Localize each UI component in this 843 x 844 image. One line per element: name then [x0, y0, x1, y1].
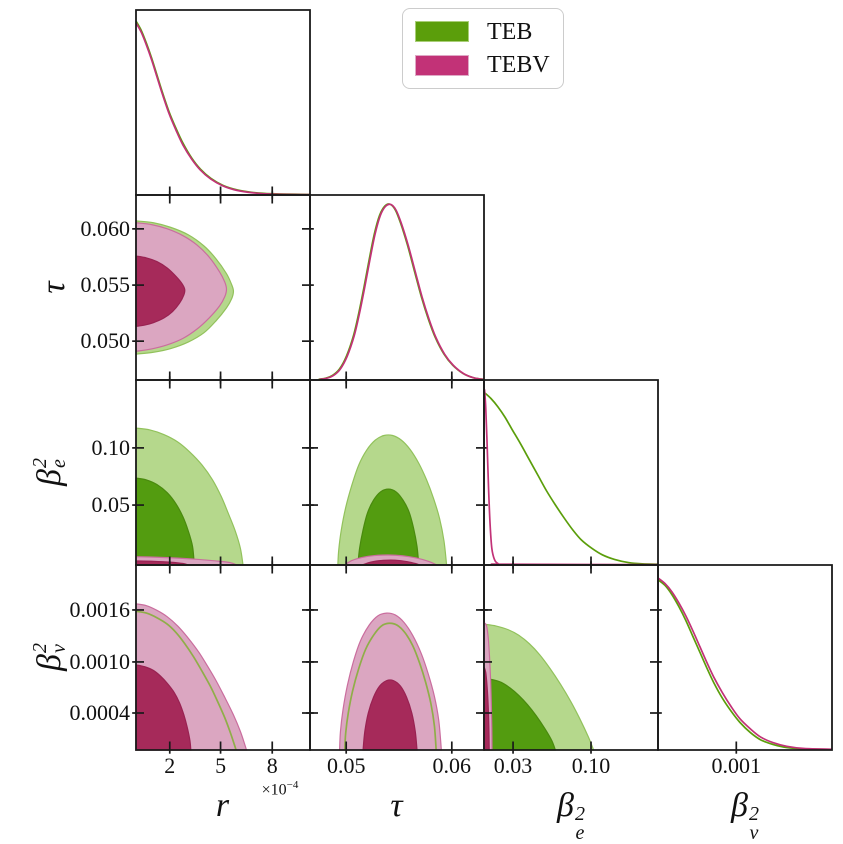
panel-tau-bv2: [310, 565, 484, 750]
legend-swatch-teb: [415, 21, 469, 43]
x-label-be2-sup: 2: [574, 803, 585, 825]
legend-label-teb: TEB: [487, 18, 533, 45]
y-tick-label: 0.05: [91, 492, 131, 518]
panel-diag-r: [136, 10, 310, 195]
legend-swatch-tebv: [415, 54, 469, 76]
y-tick-label: 0.060: [80, 215, 131, 241]
panel-diag-tau: [310, 195, 484, 380]
legend-item-teb: TEB: [403, 19, 563, 45]
r-axis-offset-text: ×10−4: [240, 776, 320, 799]
x-label-tau-base: τ: [390, 787, 403, 824]
y-label-be2-base: β: [31, 469, 68, 486]
offset-mantissa: ×10: [261, 781, 287, 799]
panel-diag-bv2: [658, 565, 832, 750]
x-label-bv2-sub: v: [749, 822, 759, 844]
x-label-r-base: r: [215, 787, 230, 824]
x-tick-label: 0.03: [493, 753, 533, 778]
panel-r-bv2: [136, 565, 310, 750]
x-axis-label-r: r: [153, 786, 293, 826]
x-label-be2-sub: e: [575, 822, 585, 844]
x-tick-label: 8: [266, 753, 278, 778]
legend-item-tebv: TEBV: [403, 52, 563, 78]
panel-tau-be2: [310, 380, 484, 565]
x-tick-label: 0.10: [571, 753, 611, 778]
legend: TEB TEBV: [402, 8, 564, 89]
panel-r-be2: [136, 380, 310, 565]
x-axis-label-tau: τ: [327, 786, 467, 826]
y-tick-label: 0.055: [80, 272, 131, 298]
y-tick-label: 0.050: [80, 328, 131, 354]
offset-exponent: −4: [286, 779, 299, 791]
y-tick-label: 0.10: [91, 434, 131, 460]
x-label-be2-base: β: [557, 787, 574, 824]
legend-label-tebv: TEBV: [487, 52, 550, 79]
x-tick-label: 0.06: [432, 753, 472, 778]
panel-be2-bv2: [484, 565, 658, 750]
panel-diag-be2: [484, 380, 658, 565]
x-label-bv2-sup: 2: [748, 803, 759, 825]
x-tick-label: 0.05: [326, 753, 366, 778]
x-tick-label: 0.001: [711, 753, 762, 778]
y-tick-label: 0.0004: [69, 700, 131, 725]
panel-r-tau: [136, 195, 310, 380]
x-tick-label: 2: [164, 753, 176, 778]
y-tick-label: 0.0016: [69, 596, 131, 622]
x-tick-label: 5: [215, 753, 227, 778]
x-label-bv2-base: β: [731, 787, 748, 824]
y-tick-label: 0.0010: [69, 648, 131, 674]
